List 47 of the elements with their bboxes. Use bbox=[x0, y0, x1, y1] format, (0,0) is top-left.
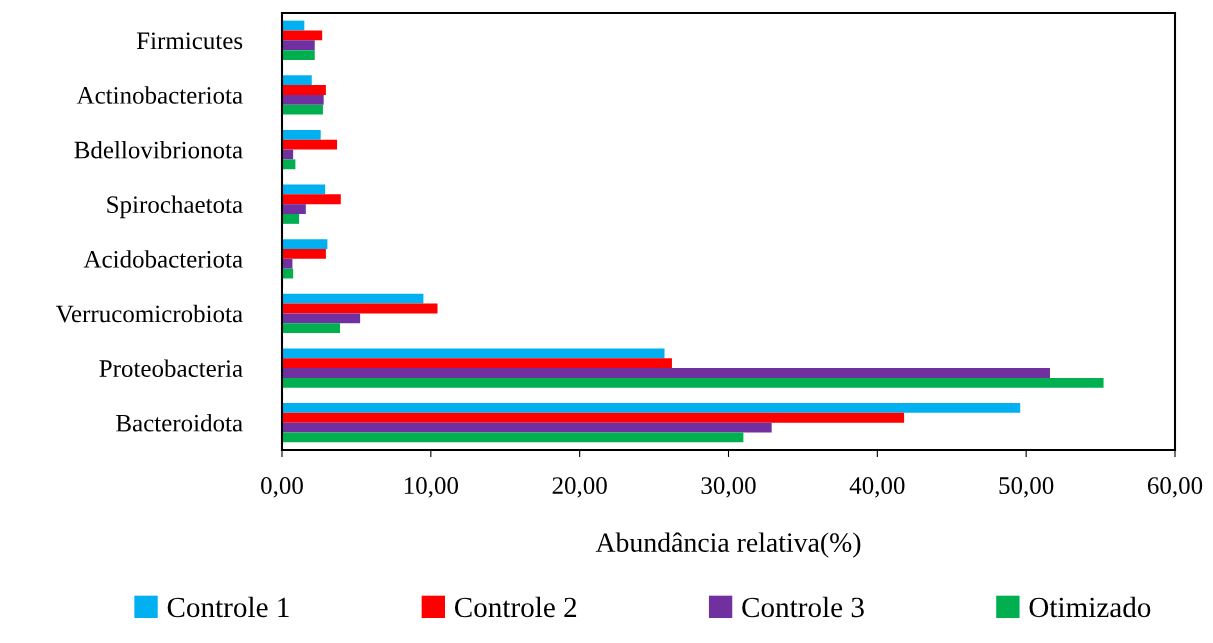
y-tick-label: Proteobacteria bbox=[99, 359, 243, 377]
bar bbox=[282, 358, 672, 369]
bar bbox=[282, 432, 744, 443]
bar bbox=[282, 377, 1104, 388]
bar bbox=[282, 303, 438, 314]
y-tick-label: Acidobacteriota bbox=[83, 250, 243, 268]
bar bbox=[282, 75, 312, 86]
bar bbox=[282, 40, 315, 51]
bar bbox=[282, 348, 665, 359]
bar bbox=[282, 412, 905, 423]
y-tick-label: Verrucomicrobiota bbox=[55, 304, 243, 323]
bar bbox=[282, 403, 1021, 413]
x-axis-title: Abundância relativa(%) bbox=[595, 532, 861, 558]
bar bbox=[282, 214, 300, 224]
y-tick-label: Bdellovibrionota bbox=[74, 140, 243, 159]
bar bbox=[282, 104, 323, 115]
bar bbox=[282, 248, 326, 259]
bar bbox=[282, 368, 1050, 378]
bar bbox=[282, 293, 424, 304]
bar bbox=[282, 129, 321, 140]
legend-label: Controle 3 bbox=[742, 596, 864, 618]
x-tick-label: 40,00 bbox=[849, 477, 905, 498]
bar bbox=[282, 313, 361, 324]
y-tick-label: Bacteroidota bbox=[116, 414, 243, 432]
bar bbox=[282, 159, 296, 170]
bar bbox=[282, 30, 323, 41]
x-tick-label: 50,00 bbox=[999, 477, 1054, 498]
bar bbox=[282, 85, 326, 95]
x-tick-label: 60,00 bbox=[1147, 477, 1203, 498]
y-tick-label: Firmicutes bbox=[136, 32, 243, 50]
y-tick-label: Actinobacteriota bbox=[76, 86, 243, 104]
bar bbox=[282, 422, 772, 433]
legend-label: Controle 1 bbox=[167, 596, 289, 618]
bar bbox=[282, 323, 341, 334]
bar bbox=[282, 139, 338, 150]
legend-label: Otimizado bbox=[1029, 596, 1151, 618]
x-tick-label: 10,00 bbox=[404, 477, 459, 498]
x-tick-label: 0,00 bbox=[261, 477, 303, 498]
bar bbox=[282, 239, 328, 249]
legend-label: Controle 2 bbox=[454, 596, 577, 618]
bar bbox=[282, 94, 324, 105]
bar bbox=[282, 194, 341, 205]
x-tick-label: 30,00 bbox=[701, 477, 756, 498]
x-tick-label: 20,00 bbox=[552, 477, 607, 498]
y-tick-label: Spirochaetota bbox=[107, 195, 243, 219]
bar bbox=[282, 204, 306, 215]
bar bbox=[282, 50, 315, 60]
